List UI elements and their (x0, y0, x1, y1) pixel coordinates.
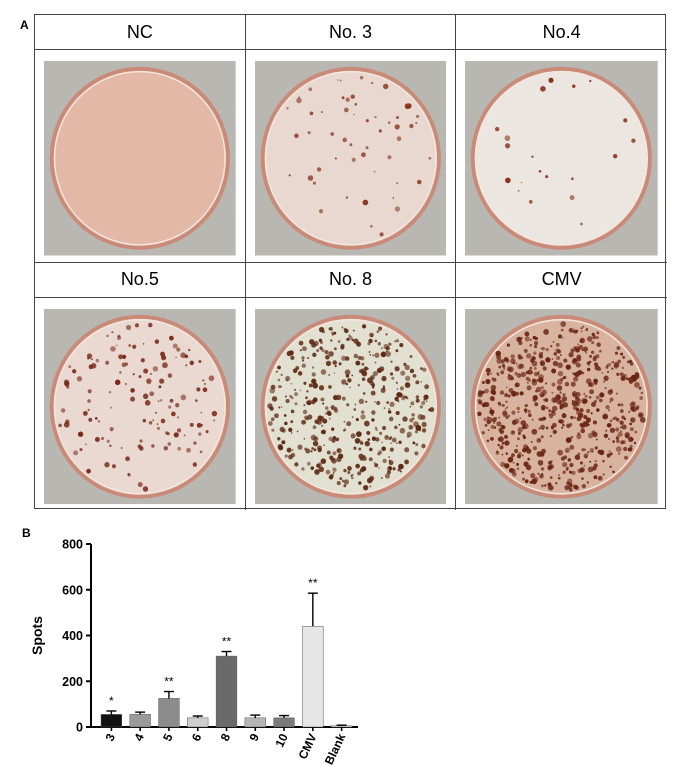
bar (100, 714, 122, 728)
bar (187, 717, 209, 728)
well-label: No. 3 (245, 15, 456, 50)
y-tick-label: 600 (62, 583, 83, 597)
well-label: No.4 (456, 15, 667, 50)
x-tick-label: CMV (296, 731, 320, 761)
bar (215, 655, 238, 728)
well-label: CMV (456, 263, 667, 298)
y-tick-label: 0 (76, 721, 83, 735)
bar (331, 725, 353, 728)
x-tick-label: 8 (218, 731, 234, 743)
well-label: NC (35, 15, 245, 50)
bar (302, 626, 324, 728)
x-tick-label: 4 (131, 731, 147, 743)
well-image (465, 308, 658, 504)
well-cell: No.4 (456, 15, 667, 263)
significance-marker: ** (164, 675, 174, 689)
x-tick-label: 6 (189, 731, 205, 743)
significance-marker: * (109, 694, 114, 708)
x-tick-label: 3 (103, 731, 119, 743)
significance-marker: ** (222, 635, 232, 649)
bar (158, 698, 180, 728)
elispot-well-grid: NC No. 3 No.4 No.5 No. 8 CMV (34, 14, 667, 511)
significance-marker: ** (308, 576, 318, 590)
x-tick-label: Blank (322, 731, 349, 767)
well-image (254, 61, 447, 256)
y-tick-label: 800 (62, 538, 83, 552)
panel-a-label: A (20, 18, 29, 32)
well-image (465, 61, 658, 256)
x-tick-label: 5 (160, 731, 176, 743)
well-label: No. 8 (245, 263, 456, 298)
well-cell: No. 3 (245, 15, 457, 263)
panel-b-label: B (22, 526, 31, 540)
y-tick-label: 200 (62, 675, 83, 689)
y-tick-label: 400 (62, 629, 83, 643)
bar (273, 717, 295, 728)
bar (244, 717, 266, 728)
well-image (254, 308, 447, 504)
spots-bar-chart: 0 200 400 600 800 Spots * 3 4 ** 5 6 ** 8 9 10 ** CMV Blan… (29, 538, 358, 767)
well-label: No.5 (35, 263, 245, 298)
x-tick-label: 9 (246, 731, 262, 743)
well-image (44, 308, 236, 504)
x-tick-label: 10 (272, 731, 290, 749)
bar (129, 714, 151, 728)
well-cell: No. 8 (245, 262, 457, 510)
well-cell: CMV (456, 263, 667, 511)
y-axis-title: Spots (29, 616, 45, 655)
well-cell: No.5 (35, 262, 246, 510)
well-cell: NC (35, 15, 246, 263)
well-image (44, 61, 236, 256)
